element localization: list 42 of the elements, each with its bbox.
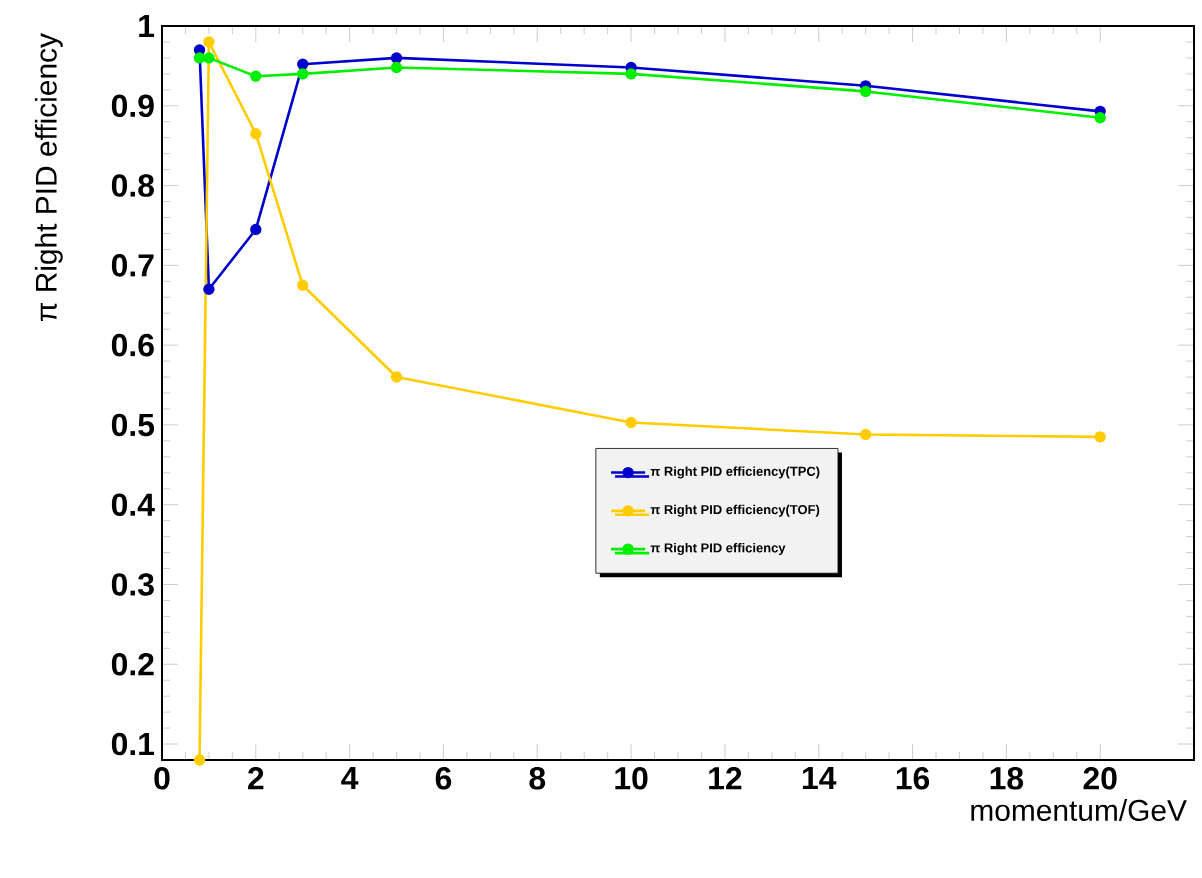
x-tick-label: 6: [435, 767, 452, 790]
point: [390, 371, 403, 383]
point: [1094, 112, 1106, 124]
y-tick-label: 0.1: [111, 732, 155, 756]
point: [250, 128, 262, 140]
x-tick-label: 4: [341, 767, 359, 789]
y-tick-label: 0.2: [111, 652, 154, 676]
point: [203, 52, 215, 64]
x-tick-label: 16: [896, 767, 930, 790]
point: [297, 68, 309, 80]
y-tick-label: 1: [139, 15, 155, 37]
x-axis-title: momentum/GeV: [971, 799, 1187, 821]
x-tick-label: 20: [1083, 767, 1117, 790]
point: [203, 283, 215, 295]
point: [297, 279, 309, 291]
point: [390, 52, 403, 64]
point: [859, 85, 872, 98]
x-tick-label: 0: [154, 767, 170, 790]
point: [390, 61, 403, 74]
point: [250, 223, 262, 236]
y-tick-label: 0.8: [111, 174, 154, 197]
x-tick-label: 14: [803, 767, 837, 789]
y-tick-label: 0.4: [111, 493, 155, 516]
point: [625, 416, 637, 429]
point: [203, 36, 215, 48]
point: [625, 68, 637, 80]
y-tick-label: 0.5: [111, 413, 155, 437]
y-tick-label: 0.6: [111, 333, 154, 357]
y-axis-title: π Right PID efficiency: [34, 33, 63, 322]
x-tick-label: 10: [615, 767, 648, 790]
y-tick-label: 0.3: [111, 573, 154, 596]
point: [859, 428, 872, 441]
x-tick-label: 2: [248, 767, 264, 790]
point: [193, 754, 206, 766]
x-tick-label: 12: [709, 767, 742, 790]
y-tick-label: 0.7: [111, 254, 154, 277]
point: [250, 70, 262, 82]
point: [297, 58, 309, 70]
y-tick-label: 0.9: [111, 94, 154, 118]
point: [1094, 431, 1106, 443]
x-tick-label: 18: [990, 767, 1024, 790]
x-tick-label: 8: [529, 767, 546, 790]
